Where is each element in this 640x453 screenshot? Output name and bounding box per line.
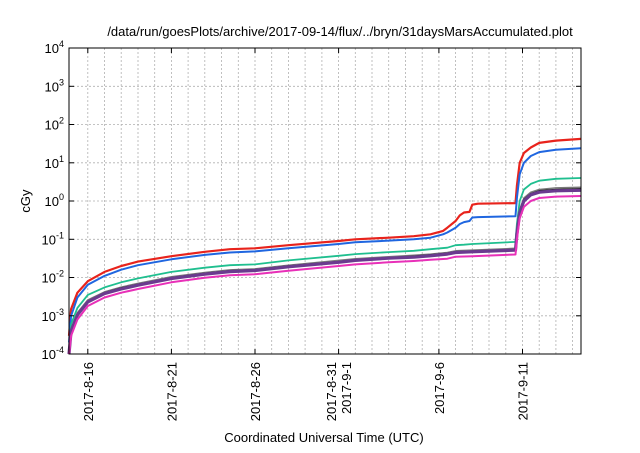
x-tick-label: 2017-8-21	[164, 362, 179, 421]
x-axis-label: Coordinated Universal Time (UTC)	[224, 430, 423, 445]
x-tick-label: 2017-8-31	[324, 362, 339, 421]
y-tick-label: 104	[45, 39, 64, 56]
x-tick-label: 2017-8-16	[81, 362, 96, 421]
y-tick-label: 10-4	[42, 345, 64, 362]
y-tick-label: 101	[45, 154, 64, 171]
y-tick-label: 10-1	[42, 230, 64, 247]
x-tick-labels: 2017-8-16 2017-8-21 2017-8-26 2017-8-31 2017…	[81, 48, 531, 421]
y-tick-label: 100	[45, 192, 64, 209]
x-tick-label: 2017-9-11	[516, 362, 531, 420]
y-tick-label: 103	[45, 77, 64, 94]
series-line-3	[68, 177, 582, 352]
y-tick-labels: 10-4 10-3 10-2 10-1 100 101 102 103 104	[42, 39, 581, 362]
y-axis-label: cGy	[18, 189, 33, 213]
series-line-1	[67, 137, 582, 336]
data-series	[67, 137, 582, 355]
series-line-2	[68, 147, 582, 343]
series-line-6	[67, 188, 582, 355]
series-line-7	[68, 195, 582, 355]
x-tick-label: 2017-9-1	[339, 362, 354, 414]
y-tick-label: 10-2	[42, 269, 64, 286]
x-tick-label: 2017-9-6	[432, 362, 447, 414]
y-tick-label: 10-3	[42, 307, 64, 324]
x-tick-label: 2017-8-26	[248, 362, 263, 421]
y-tick-label: 102	[45, 116, 64, 133]
chart-title: /data/run/goesPlots/archive/2017-09-14/f…	[107, 24, 573, 39]
